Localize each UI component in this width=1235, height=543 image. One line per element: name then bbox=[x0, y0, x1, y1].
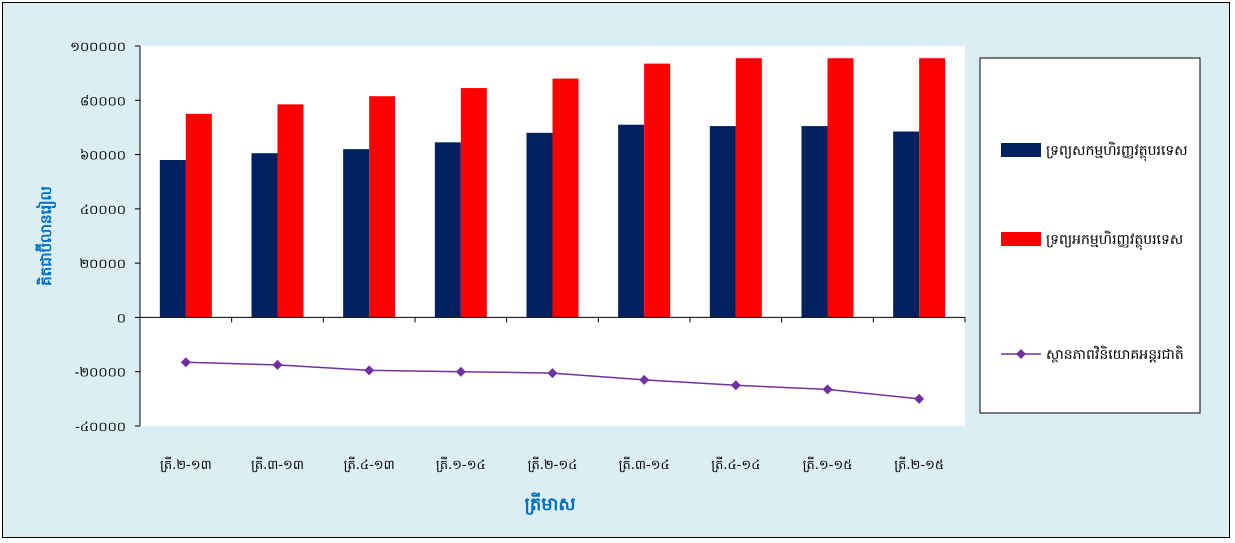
y-tick-label: ០ bbox=[117, 311, 126, 326]
x-tick-label: ត្រី.១-១៥ bbox=[803, 456, 853, 473]
legend-label-liabilities: ទ្រព្យអកម្មហិរញ្ញវត្ថុបរទេស bbox=[1046, 230, 1183, 251]
iip-point bbox=[639, 374, 650, 385]
x-tick-label: ត្រី.២-១៥ bbox=[894, 456, 944, 473]
bar-assets bbox=[159, 160, 186, 318]
bar-assets bbox=[251, 153, 278, 318]
iip-point bbox=[455, 366, 466, 377]
bar-assets bbox=[434, 142, 461, 318]
iip-point bbox=[822, 384, 833, 395]
bar-assets bbox=[893, 131, 920, 318]
iip-point bbox=[730, 380, 741, 391]
bar-liabilities bbox=[369, 96, 396, 318]
bar-liabilities bbox=[552, 78, 579, 318]
bar-liabilities bbox=[185, 113, 212, 318]
iip-point bbox=[180, 357, 191, 368]
x-tick-label: ត្រី.១-១៤ bbox=[436, 456, 486, 473]
bar-liabilities bbox=[919, 58, 946, 318]
bar-liabilities bbox=[735, 58, 762, 318]
legend-swatch-assets bbox=[1001, 143, 1041, 157]
bar-assets bbox=[801, 126, 828, 318]
y-tick-label: -៤០០០០ bbox=[75, 420, 126, 435]
y-tick-label: ៦០០០០ bbox=[80, 149, 126, 164]
legend-label-iip: ស្ថានភាពវិនិយោគអន្តរជាតិ bbox=[1046, 345, 1184, 363]
x-tick-label: ត្រី.៤-១៣ bbox=[344, 456, 395, 473]
iip-point bbox=[547, 368, 558, 379]
bar-liabilities bbox=[460, 88, 487, 318]
x-tick-label: ត្រី.៤-១៤ bbox=[711, 456, 760, 473]
bar-assets bbox=[618, 124, 645, 318]
x-tick-label: ត្រី.២-១៤ bbox=[528, 456, 578, 473]
iip-point bbox=[914, 393, 925, 404]
x-axis-title: ត្រីមាស bbox=[524, 492, 575, 515]
legend-swatch-liabilities bbox=[1001, 232, 1041, 246]
bar-assets bbox=[343, 149, 370, 318]
y-tick-label: ១០០០០០ bbox=[70, 40, 126, 55]
chart-svg: -៤០០០០ -២០០០០ ០ ២០០០០ ៤០០០០ ៦០០០០ ៨០០០០ ១០០០០០ត… bbox=[35, 40, 1201, 515]
y-tick-label: ២០០០០ bbox=[79, 257, 126, 272]
legend-label-assets: ទ្រព្យសកម្មហិរញ្ញវត្ថុបរទេស bbox=[1046, 141, 1188, 162]
y-axis-title: គិតជាប៊ីលានរៀល bbox=[35, 186, 57, 286]
bar-assets bbox=[709, 126, 736, 318]
bar-liabilities bbox=[277, 104, 304, 318]
x-tick-label: ត្រី.៣-១៣ bbox=[251, 456, 304, 473]
y-tick-label: -២០០០០ bbox=[75, 366, 126, 381]
iip-point bbox=[364, 365, 375, 376]
bar-assets bbox=[526, 132, 553, 318]
bar-liabilities bbox=[827, 58, 854, 318]
iip-point bbox=[272, 359, 283, 370]
x-tick-label: ត្រី.២-១៣ bbox=[160, 456, 212, 473]
x-tick-label: ត្រី.៣-១៤ bbox=[619, 456, 670, 473]
bar-liabilities bbox=[644, 63, 671, 318]
y-tick-label: ៤០០០០ bbox=[80, 203, 126, 218]
y-tick-label: ៨០០០០ bbox=[80, 94, 126, 109]
legend-marker-iip bbox=[1016, 349, 1026, 359]
